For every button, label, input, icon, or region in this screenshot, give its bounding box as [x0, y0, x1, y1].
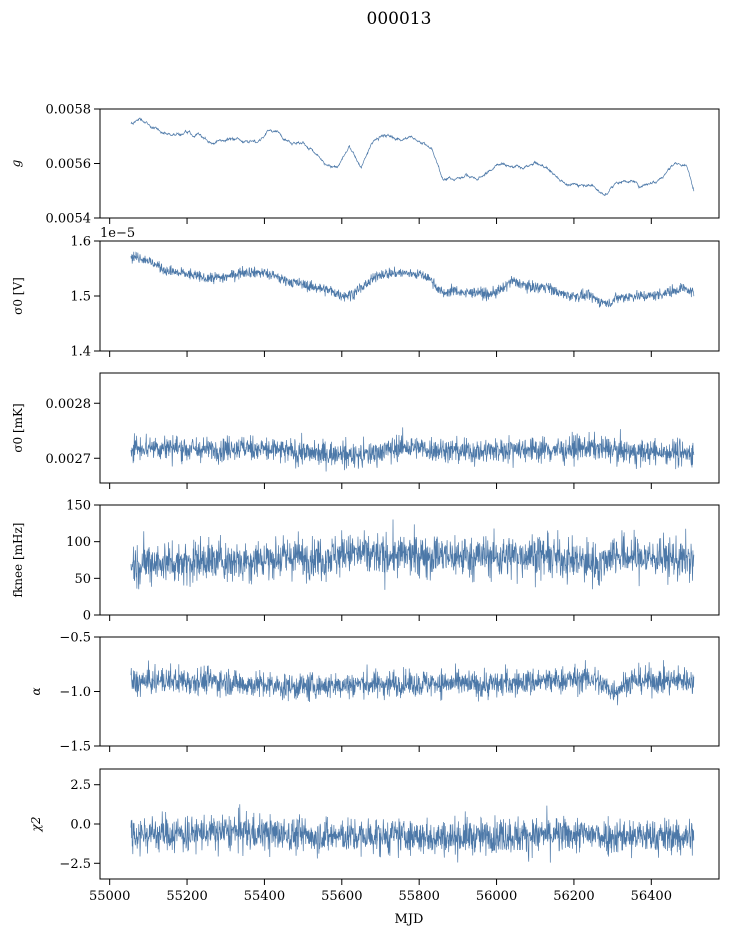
panel-chi2-series-line	[130, 804, 695, 863]
panel-chi2-frame	[99, 768, 720, 880]
panel-sigma-mk-ylabel: σ0 [mK]	[11, 403, 25, 452]
panel-chi2-y-tick-label: −2.5	[59, 857, 91, 872]
panel-sigma-v-offset-text: 1e−5	[100, 226, 135, 241]
panel-g-y-tick-label: 0.0056	[46, 157, 92, 172]
panel-sigma-mk-y-tick-label: 0.0028	[46, 397, 92, 412]
panel-sigma-v-y-tick-label: 1.5	[70, 290, 91, 305]
panel-fknee: 0 50 100 150 fknee [mHz]	[11, 499, 720, 624]
panel-sigma-mk: 0.0027 0.0028 σ0 [mK]	[11, 372, 720, 489]
panel-g-ylabel: g	[9, 159, 23, 167]
panel-alpha-y-tick-label: −1.5	[59, 740, 91, 755]
panel-fknee-frame	[99, 504, 720, 616]
panel-sigma-v-y-ticks: 1.4 1.5 1.6	[70, 235, 652, 360]
panel-g: 0.0054 0.0056 0.0058 g	[9, 103, 720, 227]
panel-g-y-tick-label: 0.0054	[46, 212, 92, 227]
panel-chi2-ylabel: χ2	[29, 817, 43, 833]
panel-fknee-series-line	[130, 519, 695, 590]
panel-fknee-y-ticks: 0 50 100 150	[66, 499, 652, 624]
panel-sigma-mk-y-ticks: 0.0027 0.0028	[46, 397, 652, 489]
panel-g-frame	[99, 108, 720, 219]
panel-sigma-v-y-tick-label: 1.6	[70, 235, 91, 250]
panel-alpha-ylabel: α	[29, 687, 43, 695]
panel-alpha-y-tick-label: −0.5	[59, 631, 91, 646]
x-tick-label: 55800	[398, 889, 439, 904]
x-tick-label: 55400	[244, 889, 285, 904]
panel-fknee-ylabel: fknee [mHz]	[11, 523, 25, 598]
panel-alpha: −1.5 −1.0 −0.5 α	[29, 631, 720, 755]
x-tick-label: 55200	[166, 889, 207, 904]
panel-fknee-y-tick-label: 100	[66, 535, 91, 550]
x-axis-ticks: 55000 55200 55400 55600 55800 56000 56200 56400	[89, 889, 672, 904]
figure-title: 000013	[367, 9, 432, 29]
panel-alpha-series-line	[130, 660, 695, 706]
panel-sigma-mk-y-tick-label: 0.0027	[46, 452, 92, 467]
panel-chi2-y-tick-label: 0.0	[70, 818, 91, 833]
panel-sigma-v-series-line	[130, 251, 695, 308]
panel-sigma-mk-series-line	[130, 427, 695, 472]
panel-g-y-tick-label: 0.0058	[46, 103, 92, 118]
x-tick-label: 56400	[631, 889, 672, 904]
panel-sigma-v-y-tick-label: 1.4	[70, 345, 91, 360]
x-tick-label: 56200	[553, 889, 594, 904]
panel-chi2-y-tick-label: 2.5	[70, 778, 91, 793]
panel-sigma-v-ylabel: σ0 [V]	[11, 277, 25, 315]
panel-sigma-mk-frame	[99, 372, 720, 484]
panel-fknee-y-tick-label: 0	[83, 609, 91, 624]
panel-chi2: −2.5 0.0 2.5 χ2	[29, 768, 720, 885]
x-tick-label: 55600	[321, 889, 362, 904]
x-tick-label: 56000	[476, 889, 517, 904]
panel-alpha-y-tick-label: −1.0	[59, 685, 91, 700]
x-axis-label: MJD	[395, 912, 424, 927]
panel-g-y-ticks: 0.0054 0.0056 0.0058	[46, 103, 652, 227]
panel-sigma-v: 1.4 1.5 1.6 1e−5 σ0 [V]	[11, 226, 720, 360]
x-tick-label: 55000	[89, 889, 130, 904]
panel-fknee-y-tick-label: 150	[66, 499, 91, 514]
panel-fknee-y-tick-label: 50	[74, 572, 91, 587]
panel-g-series-line	[130, 117, 695, 197]
panel-chi2-y-ticks: −2.5 0.0 2.5	[59, 778, 652, 885]
panel-alpha-y-ticks: −1.5 −1.0 −0.5	[59, 631, 652, 755]
